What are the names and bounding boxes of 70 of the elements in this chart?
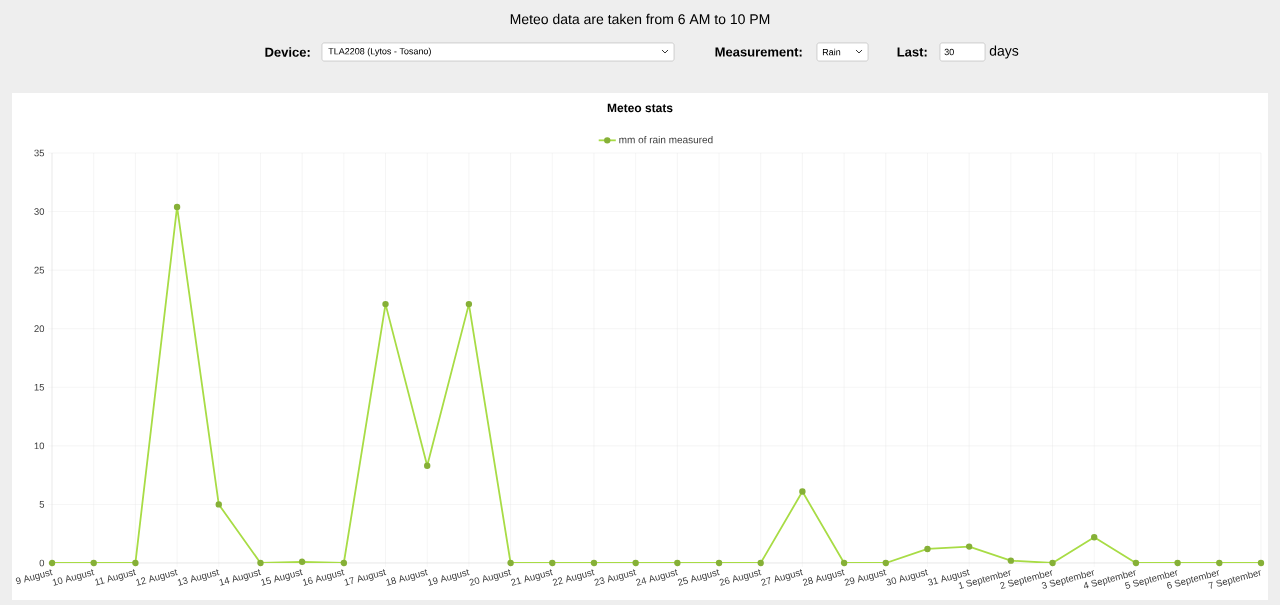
y-tick-label: 5 xyxy=(39,501,45,508)
y-tick-label: 35 xyxy=(34,149,45,157)
point xyxy=(1216,559,1223,567)
y-tick-label: 10 xyxy=(34,442,45,450)
x-tick-label: 17 August xyxy=(344,569,387,586)
x-tick-label: 28 August xyxy=(802,569,845,586)
point xyxy=(298,558,306,566)
point xyxy=(90,559,97,567)
point xyxy=(799,488,806,495)
point xyxy=(1091,534,1098,541)
point xyxy=(965,543,973,550)
x-tick-label: 30 August xyxy=(886,569,929,586)
point xyxy=(1132,559,1140,567)
point xyxy=(465,300,473,308)
point xyxy=(507,559,514,567)
point xyxy=(674,559,681,567)
point xyxy=(173,203,181,211)
x-tick-label: 29 August xyxy=(844,569,887,586)
x-tick-label: 26 August xyxy=(719,569,762,586)
point xyxy=(424,462,431,469)
x-tick-label: 15 August xyxy=(261,569,303,586)
point xyxy=(48,559,56,567)
point xyxy=(257,559,264,567)
point xyxy=(132,559,139,567)
point xyxy=(715,559,723,567)
point xyxy=(840,559,848,567)
text: TLA2208 (Lytos - Tosano) xyxy=(328,47,431,57)
point xyxy=(1007,557,1015,564)
text: 30 xyxy=(944,48,954,56)
y-tick-label: 30 xyxy=(34,208,45,215)
text: Device: xyxy=(265,47,310,57)
point xyxy=(757,559,764,567)
x-tick-label: 23 August xyxy=(594,569,637,586)
text: Measurement: xyxy=(715,47,802,57)
x-tick-label: 9 August xyxy=(15,569,53,585)
x-tick-label: 21 August xyxy=(511,569,554,586)
legend-label: mm of rain measured xyxy=(619,135,713,144)
text: Meteo data are taken from 6 AM to 10 PM xyxy=(510,13,770,25)
x-tick-label: 14 August xyxy=(219,569,262,586)
point xyxy=(549,559,556,567)
x-tick-label: 20 August xyxy=(469,569,512,586)
x-tick-label: 10 August xyxy=(52,569,95,586)
point xyxy=(215,501,222,508)
point xyxy=(1257,559,1265,567)
point xyxy=(924,545,931,553)
point xyxy=(632,559,639,567)
x-tick-label: 16 August xyxy=(302,569,345,586)
x-tick-label: 22 August xyxy=(552,569,595,586)
y-tick-label: 15 xyxy=(34,383,45,391)
x-tick-label: 18 August xyxy=(386,569,428,586)
x-tick-label: 25 August xyxy=(677,569,720,586)
text: Last: xyxy=(897,47,927,57)
x-tick-label: 27 August xyxy=(761,569,804,586)
x-tick-label: 13 August xyxy=(177,569,220,586)
point xyxy=(382,300,389,308)
text: days xyxy=(989,45,1019,59)
point xyxy=(340,559,348,567)
point xyxy=(590,559,598,567)
y-tick-label: 0 xyxy=(39,559,45,567)
chart-title: Meteo stats xyxy=(607,103,673,113)
point xyxy=(1174,559,1181,567)
x-tick-label: 12 August xyxy=(136,569,178,586)
y-tick-label: 25 xyxy=(34,266,45,274)
text: Rain xyxy=(822,48,841,56)
point xyxy=(1049,559,1056,567)
x-tick-label: 11 August xyxy=(95,569,137,586)
x-tick-label: 19 August xyxy=(427,569,470,586)
x-tick-label: 24 August xyxy=(636,569,679,586)
y-tick-label: 20 xyxy=(34,325,45,333)
point xyxy=(882,559,889,567)
